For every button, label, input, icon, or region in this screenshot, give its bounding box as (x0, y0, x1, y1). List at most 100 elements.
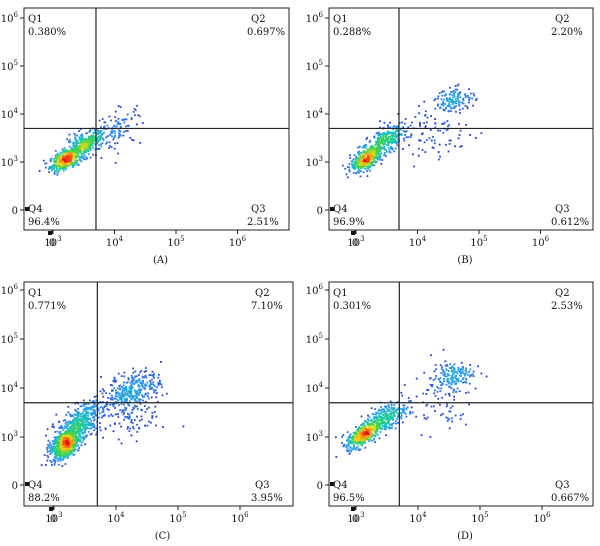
event-point (77, 444, 79, 447)
event-point (357, 146, 359, 149)
event-point (88, 142, 91, 145)
event-point (128, 395, 131, 398)
event-point (88, 144, 91, 147)
event-point (108, 115, 111, 118)
event-point (75, 438, 77, 440)
event-point (57, 154, 59, 157)
event-point (80, 142, 82, 145)
x-tick-label: 104 (409, 511, 427, 525)
event-point (350, 163, 353, 165)
event-point (55, 161, 57, 164)
event-point (148, 420, 150, 423)
event-point (89, 417, 91, 420)
event-point (139, 403, 142, 405)
event-point (355, 155, 358, 158)
event-point (98, 412, 101, 415)
event-point (353, 443, 355, 446)
event-point (80, 154, 83, 156)
event-point (429, 377, 432, 380)
event-point (48, 441, 51, 444)
event-point (366, 156, 369, 159)
event-point (372, 152, 374, 155)
event-point (454, 98, 457, 100)
event-point (440, 98, 443, 101)
event-point (83, 424, 86, 426)
event-point (383, 131, 385, 134)
event-point (52, 449, 55, 452)
event-point (370, 150, 372, 153)
event-point (355, 426, 357, 428)
event-point (69, 141, 72, 143)
event-point (434, 126, 437, 129)
event-point (111, 389, 113, 392)
event-point (59, 451, 61, 454)
event-point (55, 437, 58, 440)
event-point (141, 384, 144, 387)
event-point (377, 132, 379, 135)
event-point (81, 412, 83, 415)
event-point (93, 419, 95, 422)
event-point (138, 394, 140, 396)
y-tick-label: 105 (306, 332, 323, 346)
event-point (464, 104, 467, 107)
event-point (121, 386, 123, 388)
event-point (117, 122, 120, 125)
event-point (63, 440, 66, 443)
event-point (67, 411, 70, 414)
event-point (113, 136, 116, 139)
event-point (76, 429, 79, 432)
event-point (113, 147, 116, 150)
event-point (360, 167, 362, 169)
event-point (142, 376, 144, 379)
event-point (433, 142, 436, 145)
event-point (445, 405, 448, 408)
event-point (374, 151, 376, 154)
event-point (156, 392, 158, 394)
event-point (51, 445, 54, 448)
event-point (109, 397, 112, 400)
event-point (96, 136, 99, 139)
event-point (379, 145, 382, 148)
event-point (63, 448, 65, 450)
event-point (384, 411, 387, 414)
event-point (357, 428, 359, 430)
event-point (103, 414, 106, 417)
event-point (433, 392, 436, 395)
event-point (73, 442, 75, 445)
event-point (67, 156, 70, 159)
event-point (69, 413, 72, 416)
event-point (439, 364, 442, 367)
event-point (100, 126, 102, 128)
event-point (86, 417, 88, 419)
event-point (376, 430, 379, 433)
event-point (388, 148, 391, 151)
event-point (431, 139, 433, 142)
event-point (361, 166, 364, 169)
event-point (92, 136, 95, 138)
event-point (78, 447, 81, 449)
event-point (66, 440, 69, 443)
event-point (361, 436, 364, 439)
event-point (349, 452, 351, 455)
event-point (64, 422, 67, 425)
event-point (80, 436, 82, 439)
event-point (428, 137, 431, 139)
event-point (366, 431, 368, 434)
event-point (348, 166, 351, 169)
event-point (83, 138, 86, 141)
event-point (480, 372, 483, 375)
event-point (357, 441, 359, 443)
event-point (459, 112, 461, 114)
event-point (362, 146, 365, 149)
event-point (394, 134, 397, 136)
event-point (355, 158, 357, 161)
event-point (53, 163, 56, 166)
event-point (83, 405, 86, 408)
event-point (460, 145, 463, 147)
event-point (125, 400, 128, 403)
event-point (79, 423, 81, 425)
event-point (363, 431, 366, 434)
event-point (70, 435, 73, 437)
event-point (128, 400, 131, 403)
event-point (86, 157, 88, 160)
